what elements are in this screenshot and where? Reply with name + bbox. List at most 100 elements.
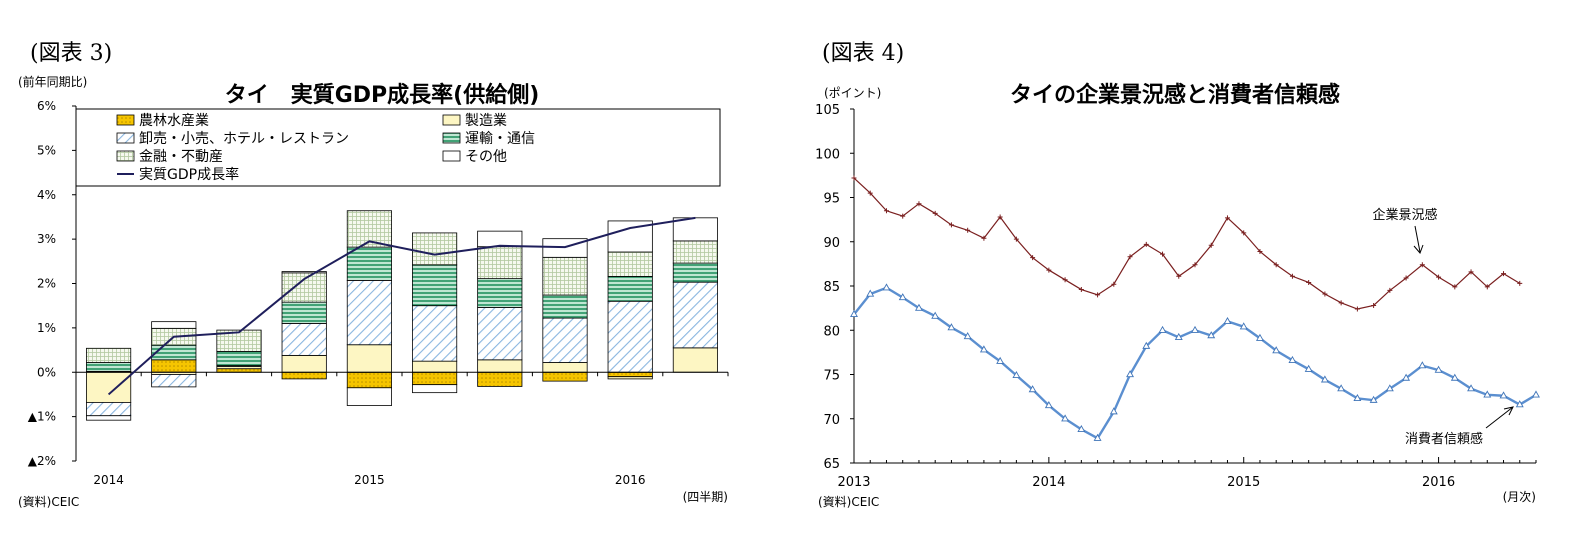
consumer-point <box>931 311 940 319</box>
bar-finance <box>412 232 458 266</box>
business-point <box>1419 262 1425 268</box>
legend-finance: 金融・不動産 <box>139 149 223 165</box>
business-point <box>1111 281 1117 287</box>
bar-manufacturing <box>672 347 718 373</box>
bar-other <box>477 230 523 248</box>
consumer-point <box>1402 373 1411 381</box>
business-point <box>1322 291 1328 297</box>
bar-agriculture <box>542 371 588 382</box>
bar-agriculture <box>477 371 523 387</box>
business-point <box>1403 275 1409 281</box>
right-y-tick-label: 105 <box>815 103 840 118</box>
business-point <box>1013 236 1019 242</box>
bar-agriculture <box>346 371 392 389</box>
bar-other <box>151 321 197 329</box>
consumer-point <box>1126 370 1135 378</box>
bar-finance <box>86 347 132 363</box>
business-point <box>1046 267 1052 273</box>
consumer-point <box>996 356 1005 364</box>
left-source: (資料)CEIC <box>18 495 79 509</box>
bar-agriculture <box>216 368 262 373</box>
consumer-point <box>1239 322 1248 330</box>
business-point <box>1354 306 1360 312</box>
consumer-point <box>1450 373 1459 381</box>
left-x-tick-label: 2015 <box>354 473 385 487</box>
legend-trade: 卸売・小売、ホテル・レストラン <box>139 131 349 147</box>
bar-transport <box>542 294 588 319</box>
legend-manufacturing: 製造業 <box>465 113 507 129</box>
business-point <box>1208 242 1214 248</box>
bar-transport <box>346 246 392 281</box>
legend-swatch-finance <box>116 150 135 162</box>
consumer-point <box>914 303 923 311</box>
business-sentiment-line <box>853 177 1521 310</box>
consumer-point <box>1272 346 1281 354</box>
consumer-point <box>1207 331 1216 339</box>
consumer-point <box>1077 424 1086 433</box>
right-figure-label: (図表 4) <box>822 41 904 66</box>
left-figure-label: (図表 3) <box>30 41 112 66</box>
bar-trade <box>672 281 718 349</box>
business-point <box>1436 274 1442 280</box>
bar-finance <box>672 240 718 264</box>
business-point <box>932 210 938 216</box>
right-period-label: (月次) <box>1503 490 1536 504</box>
consumer-point <box>1142 341 1151 349</box>
consumer-point <box>1158 325 1167 333</box>
business-point <box>1241 230 1247 236</box>
bar-transport <box>672 262 718 283</box>
consumer-point <box>1499 391 1508 399</box>
bar-finance <box>216 329 262 352</box>
consumer-point <box>1093 433 1102 441</box>
left-x-axis: 2014 2015 2016 <box>93 473 645 487</box>
left-bars <box>86 210 718 421</box>
business-point <box>1160 251 1166 257</box>
bar-other <box>86 415 132 421</box>
annotation-consumer-arrowhead <box>1503 406 1514 416</box>
consumer-point <box>882 283 891 291</box>
consumer-point <box>1223 316 1232 325</box>
legend-swatch-transport <box>442 132 461 144</box>
right-y-tick-label: 80 <box>823 324 840 339</box>
business-point <box>1289 273 1295 279</box>
bar-manufacturing <box>281 354 327 373</box>
left-y-tick-label: 3% <box>37 232 56 246</box>
business-point <box>1273 262 1279 268</box>
left-y-tick-label: 4% <box>37 188 56 202</box>
right-x-tick-label: 2016 <box>1422 475 1455 490</box>
bar-other <box>346 387 392 406</box>
business-point <box>916 201 922 207</box>
left-x-tick-label: 2016 <box>615 473 646 487</box>
right-source: (資料)CEIC <box>818 495 879 509</box>
bar-trade <box>86 402 132 417</box>
right-axes <box>853 109 1537 464</box>
left-gdp-line-group <box>107 216 696 396</box>
left-panel: (図表 3) タイ 実質GDP成長率(供給側) (前年同期比) (資料)CEIC… <box>18 41 729 509</box>
bar-manufacturing <box>477 359 523 373</box>
consumer-point <box>1174 332 1183 340</box>
business-point <box>1517 280 1523 286</box>
bar-trade <box>151 374 197 388</box>
business-point <box>1224 215 1230 221</box>
consumer-point <box>1061 414 1070 422</box>
gdp-line <box>107 216 696 396</box>
right-x-tick-label: 2015 <box>1227 475 1260 490</box>
left-unit-label: (前年同期比) <box>18 74 87 89</box>
right-y-tick-label: 90 <box>823 236 840 251</box>
business-point <box>1062 277 1068 283</box>
left-y-tick-label: 0% <box>37 365 56 379</box>
business-point <box>1176 273 1182 279</box>
business-point <box>1452 284 1458 290</box>
legend-transport: 運輸・通信 <box>465 131 535 147</box>
legend-swatch-trade <box>116 132 135 144</box>
business-point <box>1338 300 1344 306</box>
bar-transport <box>86 362 132 372</box>
bar-transport <box>607 275 653 302</box>
consumer-point <box>850 309 858 317</box>
business-point <box>965 227 971 233</box>
bar-finance <box>281 272 327 303</box>
business-point <box>1257 248 1263 254</box>
bar-manufacturing <box>346 344 392 373</box>
consumer-point <box>866 289 875 297</box>
left-x-tick-label: 2014 <box>93 473 124 487</box>
